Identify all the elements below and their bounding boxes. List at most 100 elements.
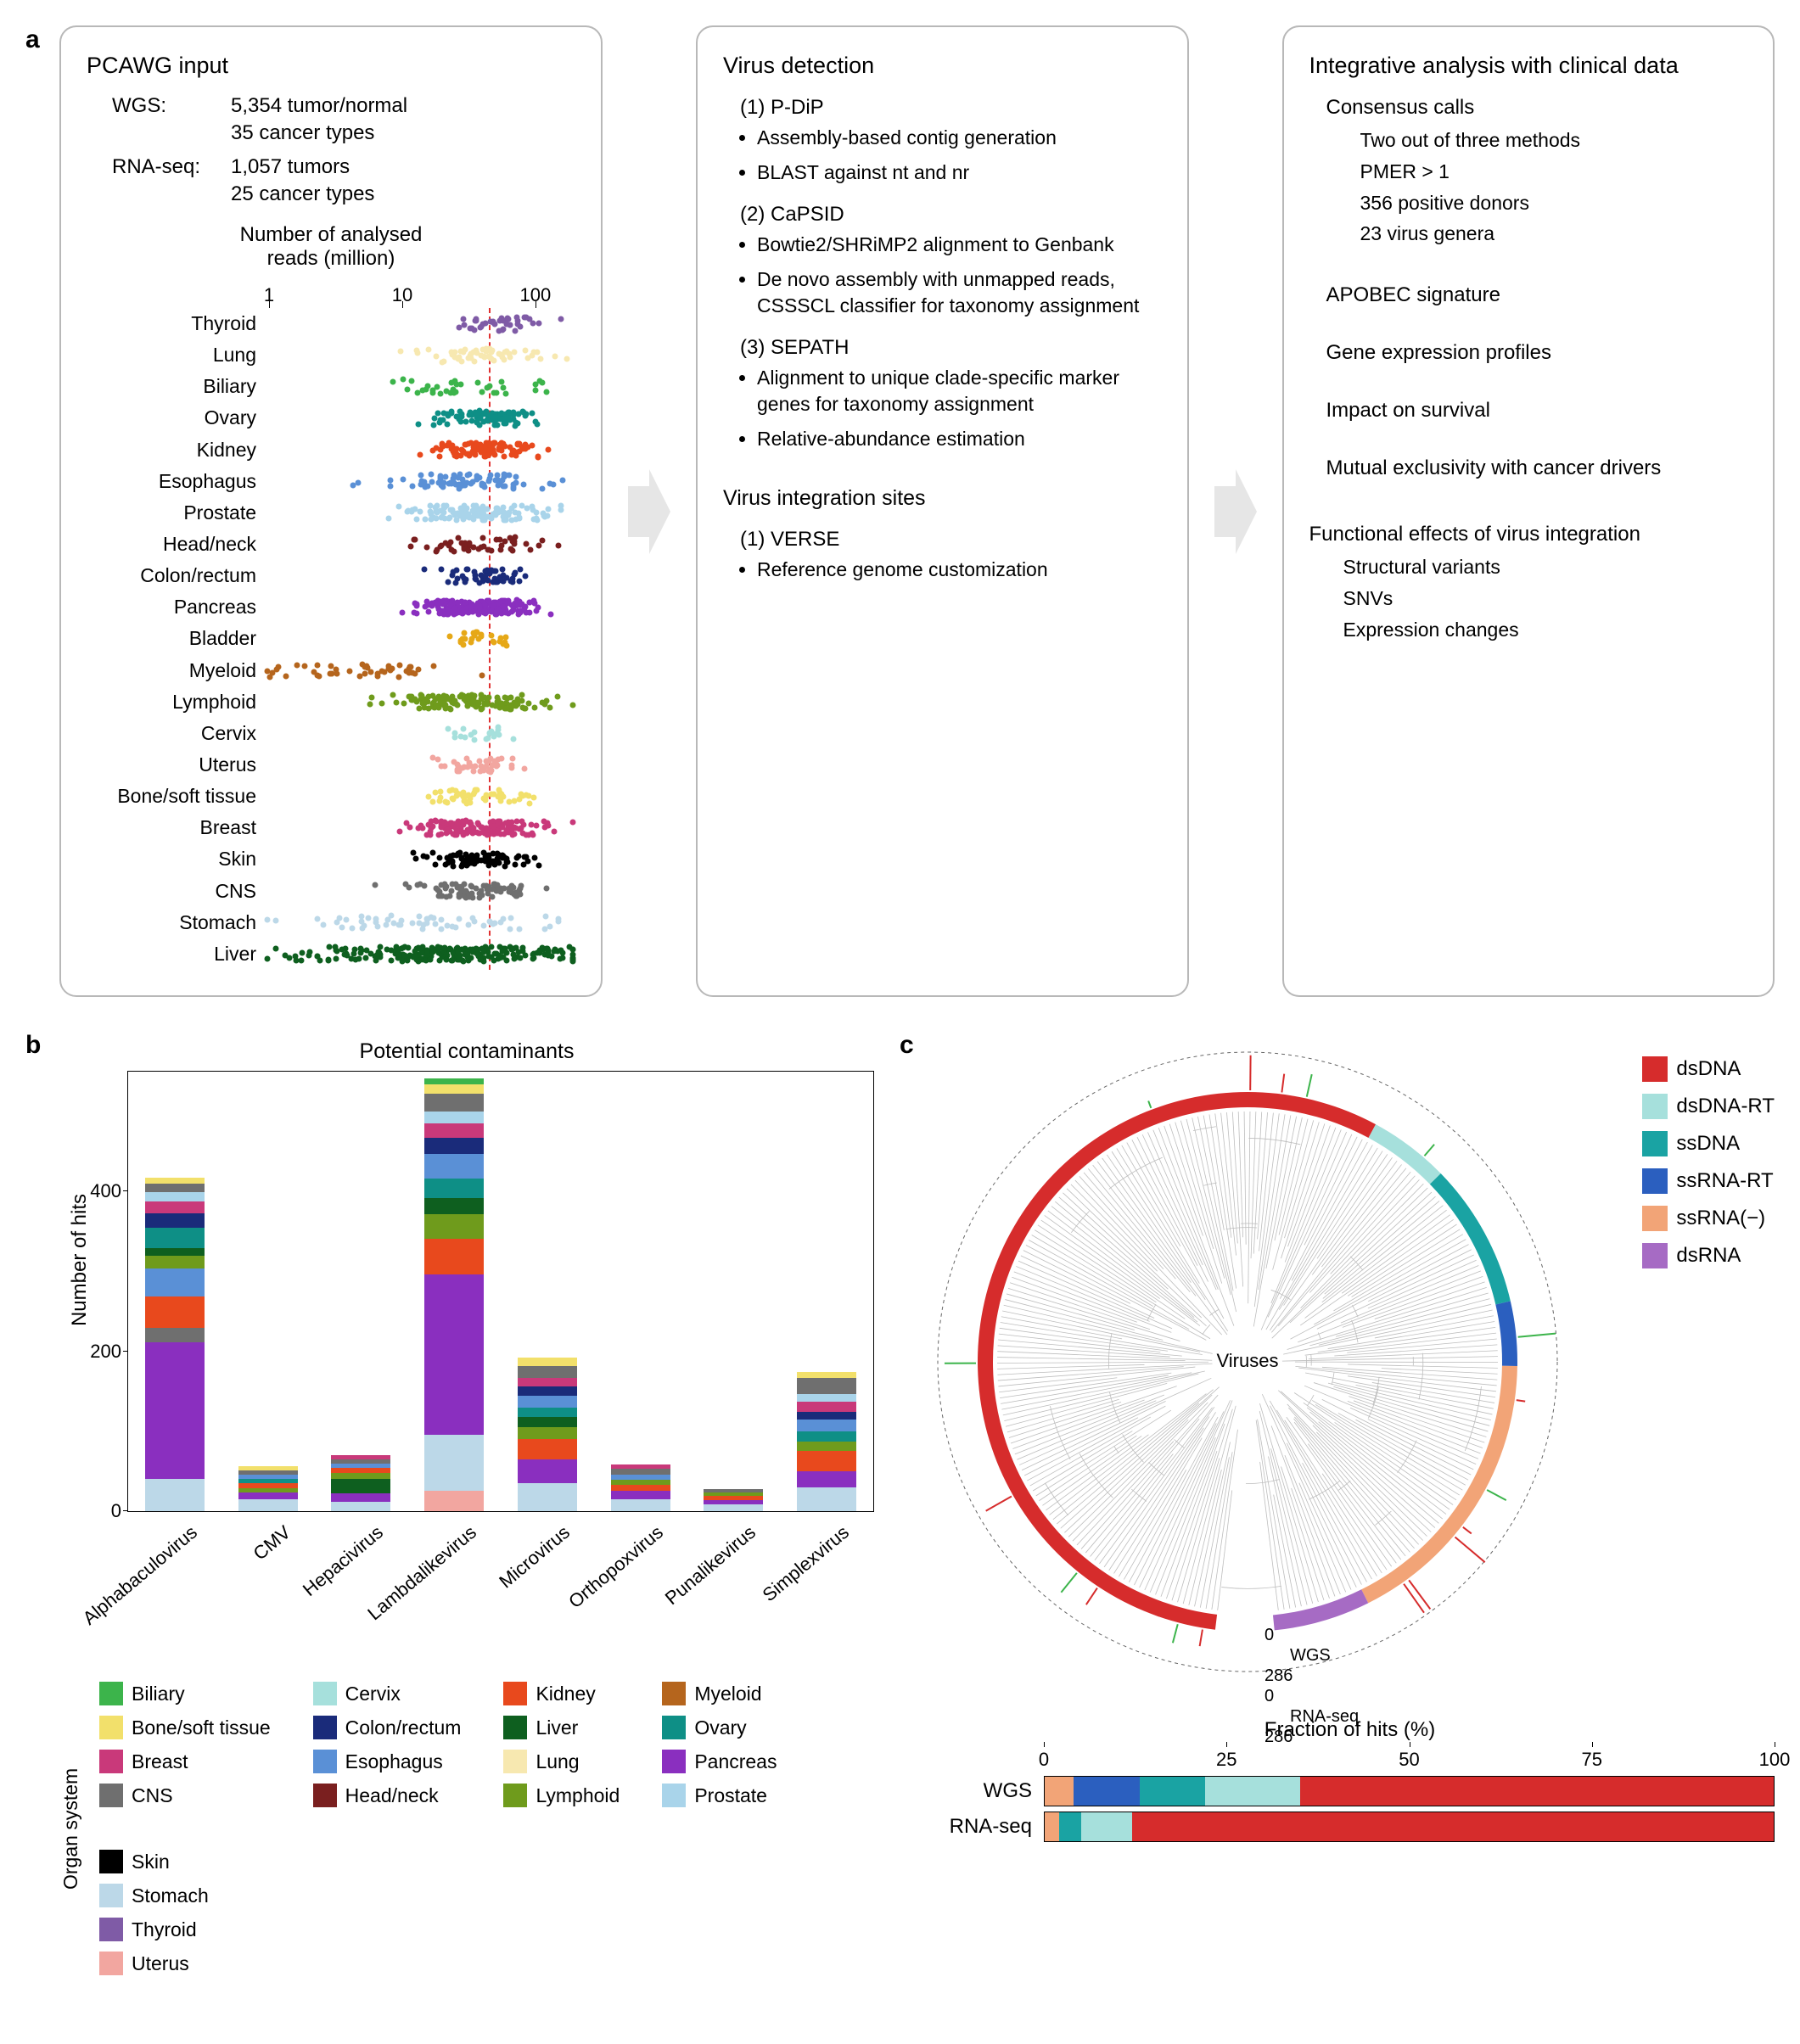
scatter-row-label: Head/neck [87,533,265,556]
panel-c-label: c [900,1031,914,1060]
scatter-dot [265,917,271,923]
scatter-dot [531,349,537,355]
scatter-row-plot [265,308,575,339]
scatter-dot [428,503,434,509]
legend-item: Bone/soft tissue [99,1716,271,1739]
scatter-dot [457,324,463,330]
hbar-label: WGS [925,1779,1044,1803]
scatter-dot [479,352,485,358]
scatter-dot [429,472,435,478]
scatter-dot [487,476,493,482]
legend-swatch [99,1682,123,1705]
scatter-dot [440,820,446,826]
scatter-dot [536,604,541,610]
scatter-dot [265,955,271,961]
bar-segment [331,1493,390,1501]
scatter-dot [479,696,485,702]
scatter-dot [481,702,487,708]
bar-segment [145,1201,205,1213]
scatter-dot [527,800,533,806]
box2-integration: (1) VERSEReference genome customization [723,528,1162,583]
scatter-dot [518,567,524,573]
scatter-dot [390,692,396,697]
bar-segment [518,1386,577,1396]
scatter-dot [293,954,299,960]
scatter-dot [499,701,505,707]
scatter-dot [492,862,498,868]
scatter-dot [531,517,537,523]
scatter-row-plot [265,434,575,466]
scatter-dot [482,453,488,459]
analysis-item: Impact on survival [1326,399,1748,423]
scatter-dot [439,916,445,922]
arrow-2-icon [1214,469,1257,554]
bar-xlabel: Alphabaculovirus [79,1521,202,1630]
scatter-dot [440,411,446,417]
scatter-dot [479,633,485,639]
scatter-dot [495,482,501,488]
scatter-row-label: Uterus [87,753,265,776]
hbar-seg [1300,1777,1774,1806]
scatter-dot [425,609,431,615]
scatter-dot [459,411,465,417]
bottom-row: b Potential contaminants Number of hits … [25,1039,1775,1975]
bar-segment [518,1366,577,1378]
c-tickline [1592,1742,1593,1747]
scatter-tickline [269,301,270,308]
consensus-item: PMER > 1 [1360,156,1748,188]
scatter-dot [489,887,495,893]
scatter-dot [495,757,501,763]
scatter-dot [438,483,444,489]
scatter-dot [523,446,529,452]
scatter-dot [458,381,464,387]
scatter-dot [510,575,516,581]
bar-segment [145,1228,205,1248]
box3-analyses: APOBEC signatureGene expression profiles… [1309,283,1748,480]
scatter-dot [540,485,546,491]
scatter-row-plot [265,749,575,781]
organ-legend: Organ system BiliaryBone/soft tissueBrea… [59,1682,874,1975]
scatter-dot [477,891,483,897]
scatter-dot [407,824,413,830]
bar-segment [797,1487,856,1511]
scatter-dot [517,826,523,832]
scatter-dot [410,507,416,513]
scatter-dot [387,484,393,490]
scatter-dot [459,358,465,364]
scatter-dot [344,916,350,922]
scatter-dot [532,704,538,710]
legend-text: Prostate [694,1784,767,1807]
bar-ytick-line [123,1510,128,1511]
scatter-row-label: Esophagus [87,470,265,493]
scatter-row-plot [265,843,575,875]
scatter-dot [273,918,279,924]
bar-xlabel: Punalikevirus [661,1521,760,1610]
scatter-dot [266,675,272,680]
scatter-dot [480,481,486,487]
scatter-row-plot [265,938,575,970]
scatter-dot [505,315,511,321]
scatter-dot [534,949,540,955]
scatter-dot [314,672,320,678]
virus-legend-item: dsRNA [1642,1243,1775,1268]
scatter-dot [492,703,498,708]
scatter-dot [513,597,519,603]
scatter-dot [466,453,472,459]
scatter-dot [501,831,507,837]
scatter-dot [334,671,340,677]
scatter-dot [510,409,516,415]
scatter-dot [548,953,554,959]
scatter-dot [530,597,536,603]
scatter-dot [516,611,522,617]
scatter-dot [511,350,517,356]
scatter-dot [505,820,511,826]
scatter-dot [541,927,547,932]
scatter-dot [460,350,466,356]
c-tickline [1226,1742,1227,1747]
virus-legend-swatch [1642,1206,1668,1231]
panel-c: c Viruses dsDNAdsDNA-RTssDNAssRNA-RTssRN… [925,1039,1775,1975]
method-item: Relative-abundance estimation [757,426,1162,452]
scatter-dot [327,944,333,950]
scatter-dot [413,601,419,607]
scatter-dot [339,924,345,930]
